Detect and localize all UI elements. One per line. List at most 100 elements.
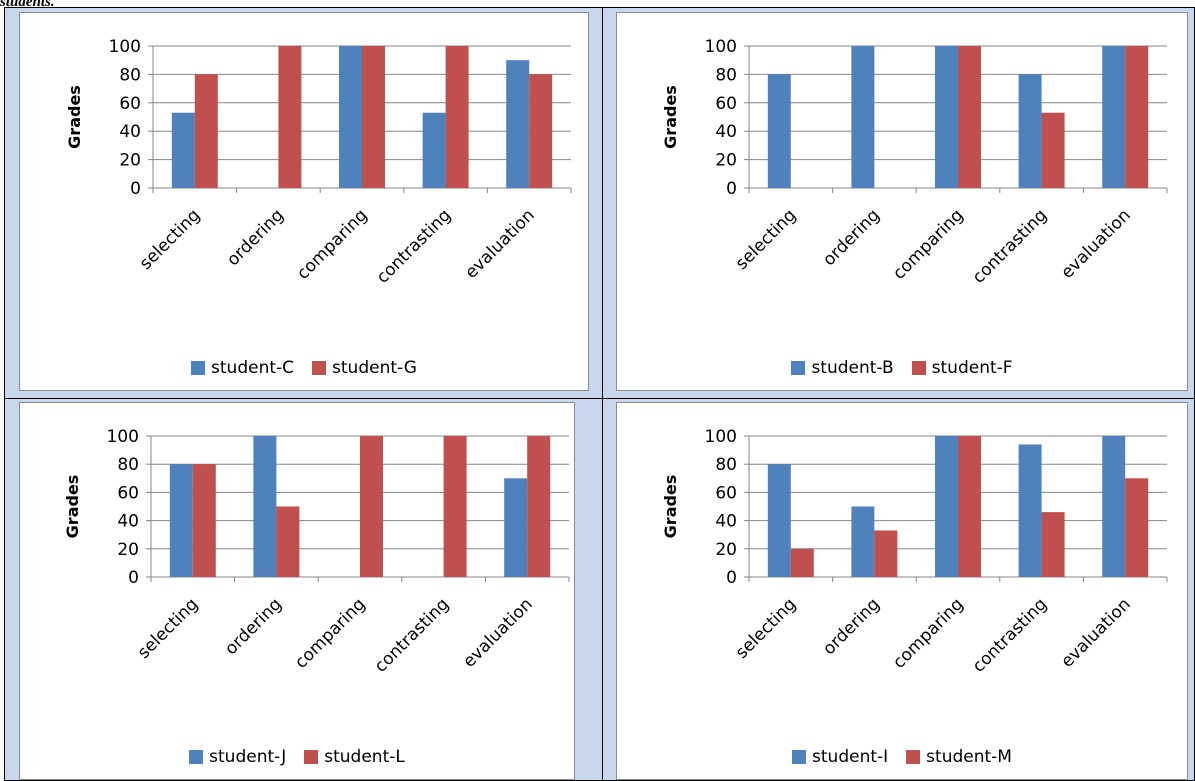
y-tick-label: 100 — [705, 37, 737, 57]
bar-student-L-ordering — [276, 506, 300, 577]
bar-student-M-evaluation — [1125, 478, 1149, 577]
y-axis-label: Grades — [65, 85, 84, 149]
bar-student-G-evaluation — [529, 74, 553, 188]
y-tick-label: 20 — [715, 540, 737, 560]
bar-chart-1: 0 20 40 60 80 100 Grades selecting ordering compa… — [661, 37, 1168, 288]
y-tick-label: 40 — [117, 512, 139, 532]
legend-label: student-M — [926, 747, 1012, 767]
legend-entry: student-L — [304, 747, 405, 767]
legend-label: student-J — [209, 747, 287, 767]
chart-legend: student-J student-L — [20, 747, 574, 767]
bar-student-G-selecting — [194, 74, 218, 188]
legend-entry: student-M — [906, 747, 1012, 767]
legend-swatch — [791, 361, 806, 375]
bar-student-I-selecting — [767, 464, 791, 577]
x-category-label: evaluation — [1057, 594, 1134, 671]
y-axis-label: Grades — [63, 475, 82, 539]
bar-student-B-contrasting — [1018, 74, 1042, 188]
bar-student-J-ordering — [253, 436, 277, 577]
y-tick-label: 0 — [726, 568, 737, 588]
y-tick-label: 100 — [107, 427, 139, 447]
x-category-label: selecting — [136, 205, 204, 273]
bar-student-J-selecting — [169, 464, 193, 577]
y-tick-label: 60 — [117, 483, 139, 503]
legend-label: student-L — [324, 747, 405, 767]
chart-grid: 0 20 40 60 80 100 Grades selecting ordering compa… — [4, 7, 1195, 781]
bar-student-M-ordering — [874, 530, 898, 577]
bar-student-I-evaluation — [1102, 436, 1126, 577]
bar-student-C-contrasting — [422, 112, 446, 188]
legend-swatch — [312, 361, 327, 375]
y-tick-label: 40 — [715, 512, 737, 532]
y-tick-label: 100 — [109, 37, 141, 57]
x-category-label: selecting — [732, 205, 800, 273]
bar-student-C-selecting — [171, 112, 195, 188]
bar-student-G-contrasting — [445, 46, 469, 188]
x-category-label: evaluation — [459, 594, 536, 671]
legend-label: student-C — [211, 358, 295, 378]
x-category-label: contrasting — [969, 205, 1051, 287]
bar-student-B-evaluation — [1102, 46, 1126, 188]
grid-divider-horizontal — [5, 398, 1194, 399]
y-tick-label: 60 — [715, 483, 737, 503]
x-category-label: comparing — [291, 594, 369, 672]
bar-student-L-contrasting — [443, 436, 467, 577]
legend-entry: student-F — [911, 358, 1013, 378]
bar-chart-0: 0 20 40 60 80 100 Grades selecting ordering compa… — [65, 37, 572, 288]
legend-entry: student-I — [792, 747, 888, 767]
x-category-label: contrasting — [371, 594, 453, 676]
bar-student-G-comparing — [362, 46, 385, 188]
y-tick-label: 80 — [119, 65, 141, 85]
legend-swatch — [191, 361, 206, 375]
y-tick-label: 100 — [705, 427, 737, 447]
chart-legend: student-B student-F — [617, 358, 1187, 378]
chart-legend: student-C student-G — [20, 358, 588, 378]
legend-swatch — [906, 750, 921, 764]
bar-student-F-evaluation — [1125, 46, 1149, 188]
bar-student-B-selecting — [767, 74, 791, 188]
legend-swatch — [911, 361, 926, 375]
bar-student-I-comparing — [935, 436, 958, 577]
legend-label: student-F — [931, 358, 1013, 378]
y-tick-label: 80 — [117, 455, 139, 475]
legend-entry: student-G — [312, 358, 417, 378]
x-category-label: contrasting — [373, 205, 455, 287]
y-tick-label: 20 — [117, 540, 139, 560]
bar-student-L-comparing — [360, 436, 383, 577]
y-tick-label: 0 — [128, 568, 139, 588]
bar-student-B-comparing — [935, 46, 958, 188]
chart-panel-top-right: 0 20 40 60 80 100 Grades selecting ordering compa… — [616, 12, 1188, 391]
bar-student-L-selecting — [192, 464, 216, 577]
bar-student-C-comparing — [339, 46, 362, 188]
bar-chart-3: 0 20 40 60 80 100 Grades selecting ordering compa… — [661, 427, 1168, 677]
x-category-label: comparing — [889, 205, 967, 283]
bar-student-J-evaluation — [504, 478, 528, 577]
bar-student-C-evaluation — [506, 60, 530, 189]
legend-swatch — [792, 750, 807, 764]
x-category-label: ordering — [819, 205, 884, 270]
bar-student-I-contrasting — [1018, 444, 1042, 577]
y-tick-label: 60 — [119, 94, 141, 114]
chart-legend: student-I student-M — [617, 747, 1187, 767]
chart-panel-top-left: 0 20 40 60 80 100 Grades selecting ordering compa… — [19, 12, 589, 391]
bar-student-L-evaluation — [527, 436, 551, 577]
bar-student-F-comparing — [958, 46, 981, 188]
bar-student-G-ordering — [278, 46, 302, 188]
x-category-label: selecting — [134, 594, 202, 662]
y-tick-label: 60 — [715, 94, 737, 114]
y-tick-label: 0 — [130, 179, 141, 199]
y-tick-label: 80 — [715, 65, 737, 85]
x-category-label: ordering — [221, 594, 286, 659]
legend-label: student-B — [811, 358, 894, 378]
x-category-label: evaluation — [1057, 205, 1134, 282]
legend-entry: student-C — [191, 358, 294, 378]
figure-caption: students. — [0, 0, 55, 10]
chart-panel-bottom-right: 0 20 40 60 80 100 Grades selecting ordering compa… — [616, 402, 1188, 780]
legend-entry: student-J — [189, 747, 286, 767]
grid-divider-vertical — [602, 8, 603, 780]
y-tick-label: 20 — [715, 151, 737, 171]
x-category-label: ordering — [223, 205, 288, 270]
y-axis-label: Grades — [661, 475, 680, 539]
x-category-label: selecting — [732, 594, 800, 662]
y-tick-label: 40 — [119, 122, 141, 142]
